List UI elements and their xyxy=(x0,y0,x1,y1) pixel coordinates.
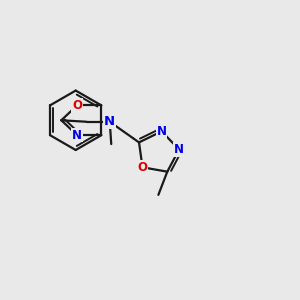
Text: O: O xyxy=(137,161,148,174)
Text: N: N xyxy=(72,129,82,142)
Text: N: N xyxy=(104,115,115,128)
Text: O: O xyxy=(72,99,82,112)
Text: N: N xyxy=(174,143,184,156)
Text: N: N xyxy=(157,125,166,138)
